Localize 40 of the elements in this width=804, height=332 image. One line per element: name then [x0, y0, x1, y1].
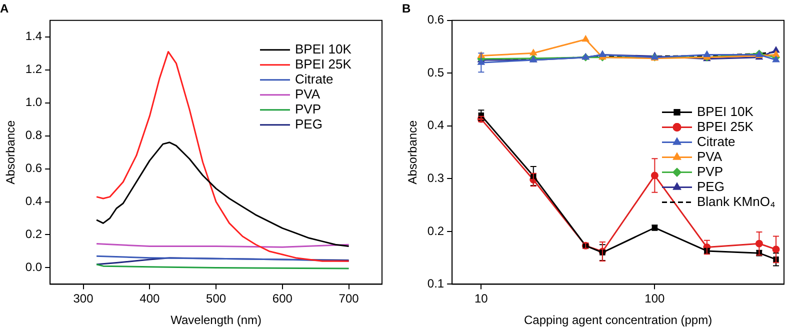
y-tick-label: 0.8 [25, 128, 42, 142]
x-tick-label: 300 [73, 292, 94, 306]
y-tick-label: 0.2 [427, 224, 444, 238]
x-tick-label: 10 [474, 292, 488, 306]
chart-title: B [402, 2, 411, 16]
legend-label: Citrate [697, 134, 736, 149]
y-tick-label: 0.2 [25, 227, 42, 242]
y-axis-title: Absorbance [4, 120, 18, 184]
legend-label: PVA [295, 86, 320, 102]
chart-title: A [0, 2, 9, 16]
y-tick-label: 0.4 [427, 118, 444, 132]
y-axis-title: Absorbance [406, 120, 420, 184]
legend-label: BPEI 10K [697, 104, 754, 119]
legend-label: BPEI 10K [295, 41, 352, 56]
y-tick-label: 0.3 [427, 170, 444, 185]
legend-label: PEG [697, 178, 724, 194]
y-tick-label: 0.1 [427, 276, 444, 291]
y-tick-label: 1.2 [25, 62, 42, 76]
x-tick-label: 600 [272, 292, 293, 306]
y-tick-label: 0.4 [25, 194, 42, 208]
x-tick-label: 700 [338, 292, 360, 306]
legend-label: Blank KMnO₄ [697, 194, 776, 209]
legend-label: BPEI 25K [697, 118, 754, 134]
y-tick-label: 0.5 [427, 65, 444, 80]
x-axis-title: Capping agent concentration (ppm) [524, 313, 712, 328]
x-axis-title: Wavelength (nm) [170, 313, 262, 328]
legend-label: PVA [697, 148, 722, 164]
x-tick-label: 100 [644, 292, 666, 306]
legend-label: PEG [295, 116, 322, 132]
y-tick-label: 0.6 [427, 12, 444, 27]
legend-label: PVP [697, 164, 724, 179]
x-tick-label: 500 [206, 292, 226, 306]
y-tick-label: 0.0 [25, 260, 42, 274]
legend-label: Citrate [295, 71, 334, 86]
x-tick-label: 400 [140, 292, 160, 306]
y-tick-label: 0.6 [25, 161, 42, 176]
legend-label: BPEI 25K [295, 56, 352, 72]
y-tick-label: 1.0 [25, 95, 42, 110]
legend-label: PVP [295, 101, 322, 116]
y-tick-label: 1.4 [25, 29, 42, 44]
